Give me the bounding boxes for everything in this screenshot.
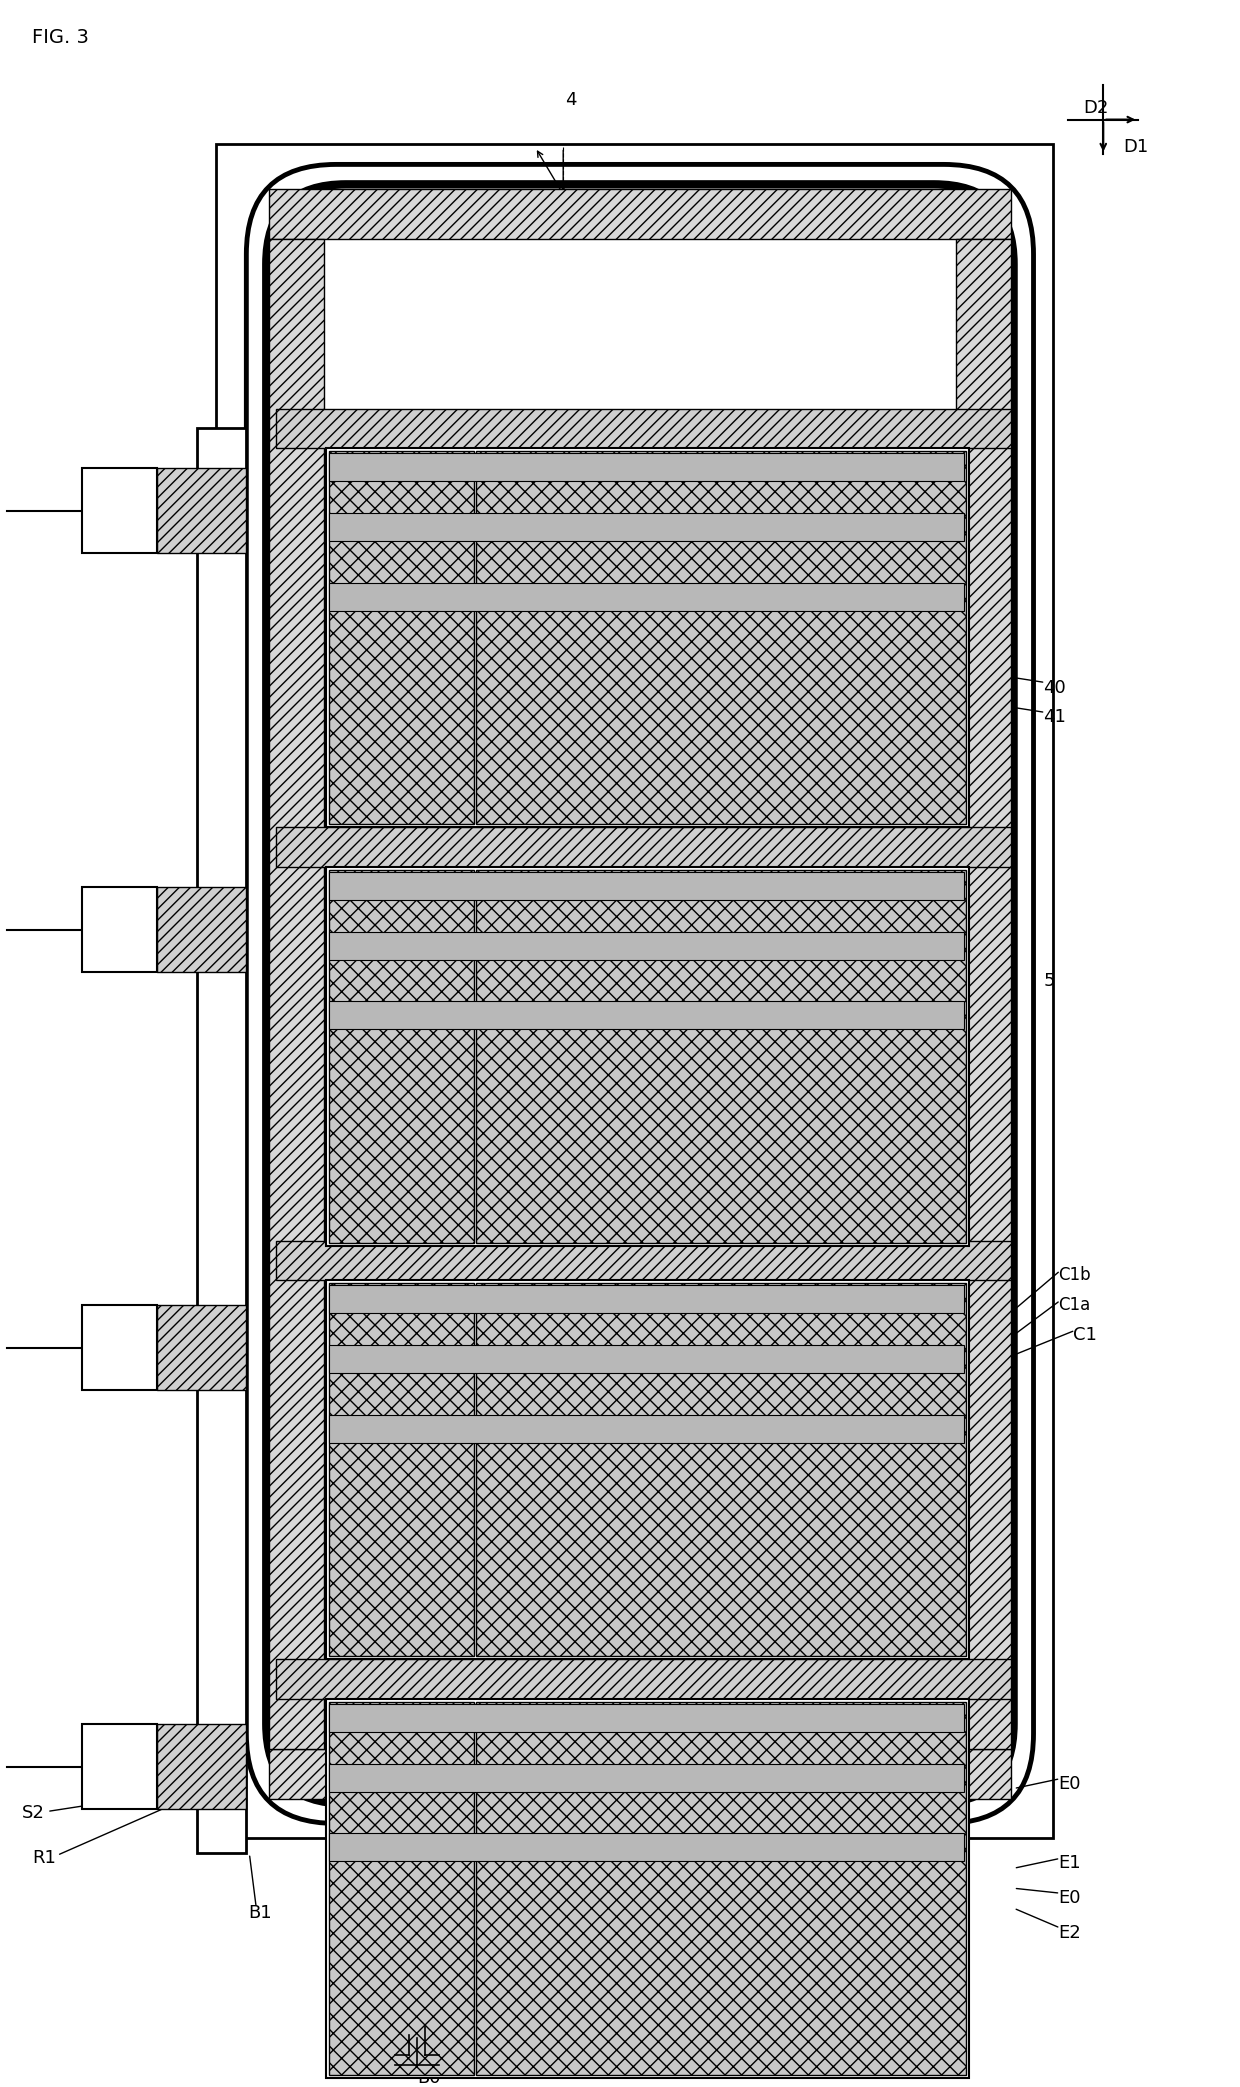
Bar (82, 887, 156, 973)
Text: 41: 41 (1044, 707, 1066, 726)
Text: 4: 4 (620, 1052, 631, 1071)
Bar (329, 931, 963, 960)
Text: C0: C0 (983, 1336, 1007, 1354)
Bar (156, 467, 247, 553)
Text: B0b: B0b (381, 2043, 413, 2062)
Bar (156, 887, 247, 973)
Bar (82, 1724, 156, 1809)
Bar (329, 1286, 963, 1313)
Bar (326, 866, 968, 1246)
Text: E0: E0 (1059, 1774, 1081, 1793)
Bar (329, 1284, 474, 1657)
Bar (329, 1415, 963, 1442)
Text: C1: C1 (1074, 1325, 1097, 1344)
FancyBboxPatch shape (267, 184, 1013, 1803)
Bar (326, 1699, 968, 2077)
Text: S2: S2 (22, 1805, 45, 1822)
FancyBboxPatch shape (247, 165, 1033, 1824)
Bar (329, 1832, 963, 1862)
Text: C1a: C1a (1059, 1296, 1091, 1315)
Bar (156, 1304, 247, 1390)
Bar (329, 1346, 963, 1373)
Text: FIG. 3: FIG. 3 (32, 29, 89, 48)
Bar (82, 467, 156, 553)
Text: E2: E2 (1059, 1924, 1081, 1943)
Bar (156, 1724, 247, 1809)
Text: D2: D2 (1084, 98, 1109, 117)
Bar (326, 449, 968, 826)
Text: 26: 26 (680, 2054, 703, 2072)
Bar (329, 870, 474, 1242)
Bar (329, 451, 474, 824)
Bar (329, 582, 963, 611)
Bar (269, 190, 1011, 240)
Text: E1: E1 (1059, 1855, 1081, 1872)
Bar (277, 409, 1011, 449)
Text: 4: 4 (565, 90, 577, 109)
Bar (475, 1701, 966, 2074)
Bar (329, 453, 963, 482)
Bar (82, 1304, 156, 1390)
Bar (329, 872, 963, 899)
Bar (475, 870, 966, 1242)
Text: C1b: C1b (1059, 1267, 1091, 1284)
Bar (329, 1703, 963, 1732)
Bar (329, 513, 963, 541)
Bar (329, 1701, 474, 2074)
Bar (269, 240, 324, 1749)
Bar (326, 1281, 968, 1659)
Bar (329, 1764, 963, 1791)
Text: R1: R1 (32, 1849, 56, 1868)
Text: B0: B0 (417, 2068, 440, 2087)
Bar (277, 1240, 1011, 1281)
Text: B1: B1 (248, 1903, 272, 1922)
Text: D1: D1 (1123, 138, 1148, 157)
Bar (269, 1749, 1011, 1799)
Text: 5: 5 (237, 973, 249, 991)
Bar (217, 144, 1054, 1839)
Text: 5: 5 (1044, 973, 1055, 991)
Bar (277, 1659, 1011, 1699)
Bar (196, 428, 247, 1853)
Text: E0: E0 (1059, 1889, 1081, 1908)
Text: B0a: B0a (405, 2018, 438, 2037)
Bar (475, 1284, 966, 1657)
Bar (329, 1002, 963, 1029)
Bar (277, 826, 1011, 866)
Text: 40: 40 (1044, 678, 1066, 697)
Bar (956, 240, 1011, 1749)
Bar (475, 451, 966, 824)
